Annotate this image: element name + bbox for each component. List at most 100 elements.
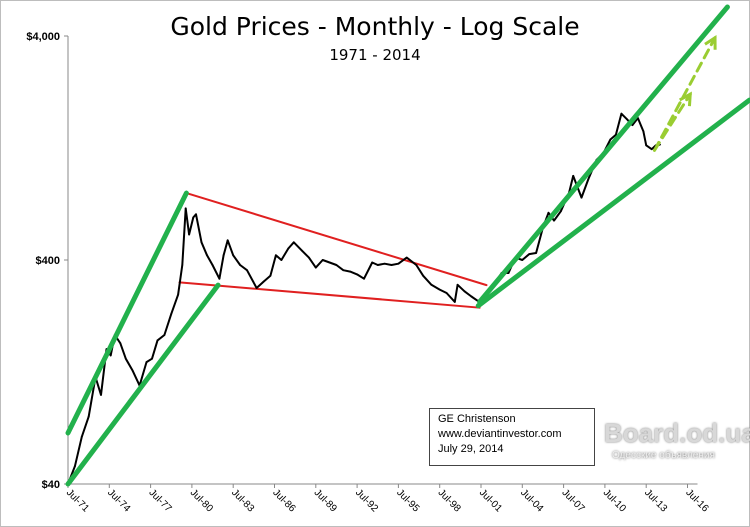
data-point — [163, 334, 166, 336]
x-tick-label: Jul-74 — [105, 487, 132, 514]
data-point — [430, 283, 433, 286]
data-point — [456, 283, 459, 286]
note-site: www.deviantinvestor.com — [438, 428, 562, 440]
data-point — [397, 262, 400, 265]
data-point — [280, 259, 283, 261]
x-tick-label: Jul-77 — [146, 487, 173, 514]
x-tick-label: Jul-13 — [642, 487, 669, 514]
data-point — [470, 295, 473, 298]
data-point — [170, 312, 173, 315]
watermark: Board.od.ua — [604, 418, 750, 448]
data-point — [211, 264, 214, 266]
data-point — [415, 264, 418, 266]
data-point — [356, 273, 358, 276]
data-point — [195, 213, 197, 216]
data-point — [184, 207, 187, 210]
data-point — [521, 259, 524, 261]
data-point — [342, 269, 345, 272]
data-point — [292, 241, 295, 244]
data-point — [547, 211, 550, 214]
data-point — [124, 357, 127, 360]
data-point — [626, 118, 628, 121]
data-point — [181, 264, 184, 266]
data-point — [620, 112, 623, 115]
data-point — [226, 239, 229, 242]
data-point — [553, 219, 555, 222]
data-point — [188, 233, 191, 236]
y-tick-label: $400 — [36, 255, 60, 267]
author-note-box: GE Christenson www.deviantinvestor.com J… — [429, 408, 595, 466]
green-trendline — [477, 4, 730, 305]
data-point — [222, 254, 225, 257]
data-point — [200, 241, 203, 244]
data-point — [177, 293, 180, 296]
x-tick-label: Jul-95 — [394, 487, 421, 514]
data-point — [383, 262, 386, 265]
data-point — [206, 254, 208, 257]
data-point — [631, 124, 634, 127]
data-point — [363, 277, 365, 280]
data-point — [422, 274, 425, 277]
data-point — [609, 138, 612, 141]
data-point — [321, 259, 324, 261]
data-point — [301, 249, 303, 252]
data-point — [246, 269, 248, 272]
data-point — [262, 280, 265, 283]
chart-title: Gold Prices - Monthly - Log Scale — [170, 12, 580, 41]
x-tick-label: Jul-04 — [518, 487, 545, 514]
data-point — [87, 415, 90, 418]
data-point — [335, 264, 338, 266]
green-trendline — [65, 190, 189, 436]
data-point — [314, 266, 317, 269]
note-date: July 29, 2014 — [438, 443, 504, 455]
data-point — [239, 264, 241, 266]
data-point — [192, 216, 195, 219]
chart-subtitle: 1971 - 2014 — [329, 46, 421, 64]
data-point — [580, 196, 583, 199]
x-tick-label: Jul-92 — [353, 487, 380, 514]
data-point — [151, 357, 153, 360]
x-tick-label: Jul-10 — [601, 487, 628, 514]
x-tick-label: Jul-89 — [312, 487, 339, 514]
y-tick-label: $40 — [42, 479, 60, 491]
arrowhead-icon — [704, 34, 717, 50]
watermark-subtext: Одесские объявления — [612, 450, 715, 461]
note-author: GE Christenson — [438, 413, 516, 425]
data-point — [507, 272, 510, 274]
data-point — [349, 270, 352, 273]
green-trendline — [475, 97, 750, 309]
x-tick-label: Jul-71 — [64, 487, 91, 514]
data-point — [559, 210, 562, 213]
data-point — [131, 369, 134, 372]
data-point — [255, 287, 258, 289]
data-point — [274, 254, 277, 257]
data-point — [445, 292, 448, 294]
x-tick-label: Jul-01 — [477, 487, 504, 514]
data-point — [572, 174, 575, 177]
x-tick-label: Jul-80 — [188, 487, 215, 514]
data-point — [615, 133, 617, 136]
x-tick-label: Jul-16 — [683, 487, 710, 514]
data-point — [390, 264, 393, 266]
red-trendline — [185, 192, 488, 287]
projection-arrow — [652, 36, 717, 152]
data-point — [119, 342, 122, 345]
data-point — [269, 274, 272, 277]
data-point — [73, 465, 76, 468]
x-tick-label: Jul-07 — [559, 487, 586, 514]
data-point — [645, 144, 648, 147]
red-trendline — [178, 281, 481, 309]
data-point — [405, 256, 408, 259]
data-point — [371, 261, 374, 264]
data-point — [438, 288, 441, 291]
data-point — [528, 253, 531, 256]
data-point — [463, 290, 466, 293]
data-point — [642, 130, 645, 133]
data-point — [109, 354, 112, 357]
data-point — [145, 361, 148, 364]
data-point — [587, 178, 590, 180]
data-point — [376, 264, 379, 266]
data-point — [328, 261, 331, 264]
data-point — [218, 277, 221, 280]
